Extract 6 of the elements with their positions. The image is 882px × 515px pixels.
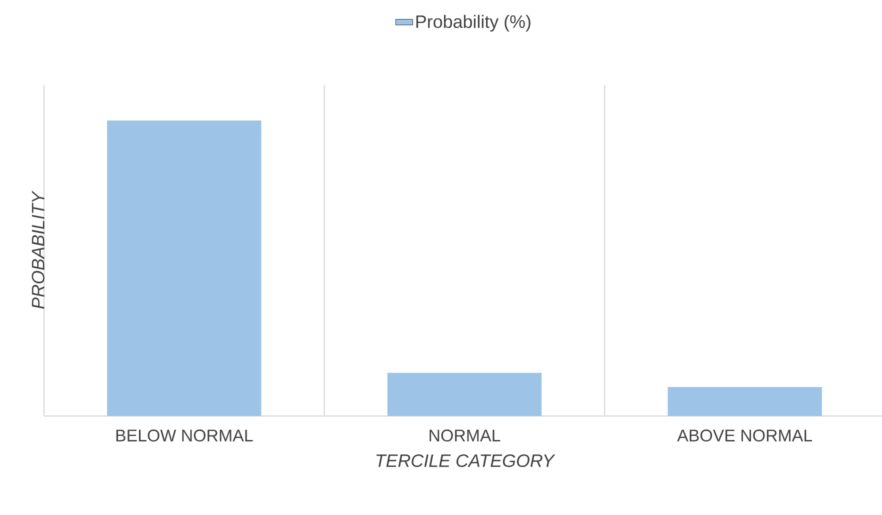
y-axis-title: PROBABILITY	[32, 190, 44, 309]
x-tick-label: BELOW NORMAL	[116, 430, 253, 442]
legend-label: Probability (%)	[416, 14, 530, 32]
x-tick-label: ABOVE NORMAL	[677, 430, 812, 442]
x-tick-label: NORMAL	[430, 430, 500, 442]
x-axis-title: TERCILE CATEGORY	[376, 454, 556, 468]
